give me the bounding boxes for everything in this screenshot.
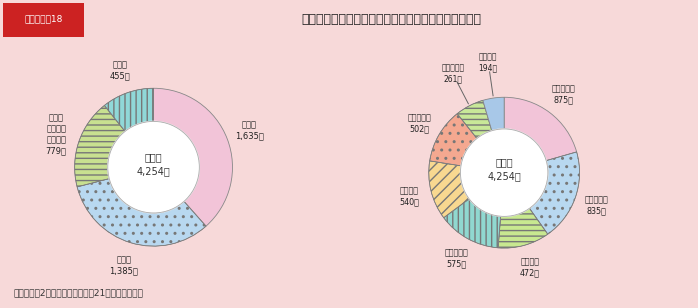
Text: 科学・工学
875人: 科学・工学 875人 [551,84,575,104]
Wedge shape [457,100,492,138]
Wedge shape [154,88,232,226]
Text: 保険・医療
261人: 保険・医療 261人 [441,64,464,84]
Text: 社会福祉
194人: 社会福祉 194人 [479,52,498,72]
Wedge shape [483,97,504,131]
Text: 地域別・分野別　シニア海外ボランティアの派遣者数: 地域別・分野別 シニア海外ボランティアの派遣者数 [301,13,481,26]
Text: 欧州・
中近東・
アフリカ
779人: 欧州・ 中近東・ アフリカ 779人 [46,113,67,156]
Text: 公共事業
540人: 公共事業 540人 [399,186,419,206]
Wedge shape [430,114,477,166]
Wedge shape [429,161,469,218]
Text: 商業・観光
502人: 商業・観光 502人 [408,113,431,133]
Wedge shape [504,97,577,161]
Wedge shape [444,199,500,248]
Text: 農林水産
472人: 農林水産 472人 [520,257,540,277]
Circle shape [461,129,548,217]
Text: アジア
1,635人: アジア 1,635人 [235,121,264,141]
Text: 図２－３－18: 図２－３－18 [24,15,62,24]
Text: 分野別
4,254人: 分野別 4,254人 [487,158,521,182]
Text: 中南米
1,385人: 中南米 1,385人 [109,255,138,275]
Wedge shape [75,105,125,187]
Text: （注）平成2年度（事業開始）～21年度（見込み）: （注）平成2年度（事業開始）～21年度（見込み） [14,288,144,297]
Wedge shape [498,208,548,248]
Wedge shape [77,179,206,246]
Circle shape [107,121,200,213]
Text: 地域別
4,254人: 地域別 4,254人 [137,152,170,176]
Text: 教育・文化
835人: 教育・文化 835人 [585,195,609,215]
FancyBboxPatch shape [3,3,84,37]
Wedge shape [529,152,579,234]
Text: 計画・行政
575人: 計画・行政 575人 [445,248,468,269]
Text: 大洋州
455人: 大洋州 455人 [110,60,130,80]
Wedge shape [105,88,154,132]
